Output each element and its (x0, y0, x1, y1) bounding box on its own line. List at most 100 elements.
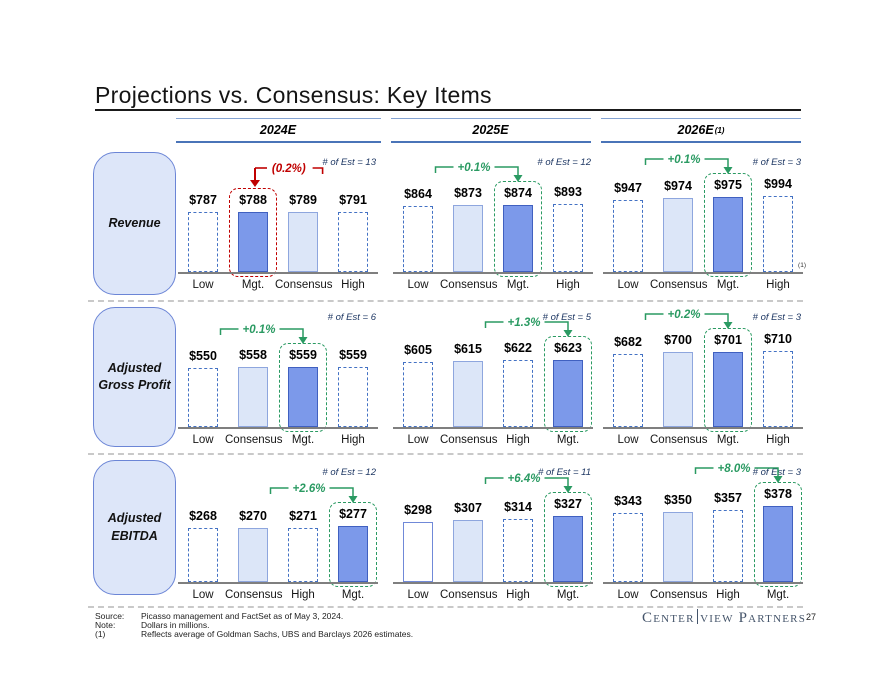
bar-value-label: $550 (189, 349, 217, 363)
annotation-text: +1.3% (508, 317, 541, 329)
annotation-text: +0.1% (243, 324, 276, 336)
bar-low (188, 212, 218, 272)
x-axis (178, 427, 378, 429)
chart-revenue-2025e: # of Est = 12 $864 Low $873 Consensus $874 Mgt… (393, 150, 593, 300)
chart-adjusted-gross-profit-2026e: # of Est = 3 $682 Low $700 Consensus $701 Mgt.… (603, 305, 803, 455)
bar-category-label: Mgt. (716, 434, 740, 446)
footnote-label: (1) (95, 629, 106, 639)
row-label-adjusted-ebitda: Adjusted EBITDA (93, 460, 176, 595)
annotation-text: +0.1% (668, 154, 701, 166)
bar-value-label: $873 (454, 186, 482, 200)
footnote-label: Note: (95, 620, 116, 630)
bar-category-label: High (716, 589, 740, 601)
bar-category-label: High (341, 279, 365, 291)
logo-text-view-partners: view Partners (700, 610, 807, 626)
bar-value-label: $874 (504, 186, 532, 200)
bar-low (613, 200, 643, 272)
row-label-adjusted-gross-profit: Adjusted Gross Profit (93, 307, 176, 447)
column-header-2025e: 2025E (391, 118, 591, 143)
bar-low (403, 362, 433, 427)
bar-category-label: Low (617, 589, 639, 601)
bar-low (403, 522, 433, 582)
bar-value-label: $864 (404, 187, 432, 201)
bar-category-label: Consensus (440, 279, 498, 291)
x-axis (603, 272, 803, 274)
chart-adjusted-ebitda-2024e: # of Est = 12 $268 Low $270 Consensus $271 Hig… (178, 460, 378, 610)
bar-low (403, 206, 433, 272)
bar-value-label: $682 (614, 335, 642, 349)
annotation-text: +8.0% (718, 463, 751, 475)
x-axis (603, 582, 803, 584)
bar-category-label: Low (192, 589, 214, 601)
logo-divider-bar (696, 609, 699, 624)
bar-category-label: High (291, 589, 315, 601)
footnote-text: Reflects average of Goldman Sachs, UBS a… (141, 629, 414, 639)
bar-value-label: $314 (504, 500, 532, 514)
bar-mgt (553, 360, 583, 427)
bar-high (503, 519, 533, 582)
bar-category-label: Low (617, 434, 639, 446)
bar-category-label: Mgt. (716, 279, 740, 291)
bar-category-label: High (766, 279, 790, 291)
bar-mgt (713, 352, 743, 427)
x-axis (393, 582, 593, 584)
bar-value-label: $327 (554, 497, 582, 511)
bar-mgt (238, 212, 268, 272)
bar-value-label: $559 (339, 348, 367, 362)
bar-value-label: $343 (614, 494, 642, 508)
bar-value-label: $623 (554, 341, 582, 355)
title-underline (95, 109, 801, 111)
bar-consensus (288, 212, 318, 272)
bar-category-label: High (506, 589, 530, 601)
bar-high (763, 196, 793, 272)
chart-adjusted-ebitda-2025e: # of Est = 11 $298 Low $307 Consensus $314 Hig… (393, 460, 593, 610)
bar-consensus (663, 512, 693, 582)
bar-value-label: $994 (764, 177, 792, 191)
annotation-text: +6.4% (508, 473, 541, 485)
footnote-source: Source: Picasso management and FactSet as… (95, 611, 343, 621)
bar-category-label: Low (407, 434, 429, 446)
highlight-box-red (229, 188, 277, 277)
estimate-count: # of Est = 3 (752, 157, 801, 168)
bar-low (188, 528, 218, 582)
bar-value-label: $271 (289, 509, 317, 523)
estimate-count: # of Est = 13 (322, 157, 376, 168)
bar-value-label: $615 (454, 342, 482, 356)
bar-category-label: Mgt. (766, 589, 790, 601)
bar-value-label: $277 (339, 507, 367, 521)
column-header-superscript: (1) (714, 125, 725, 135)
bar-value-label: $378 (764, 487, 792, 501)
bar-consensus (453, 361, 483, 427)
row-separator (88, 300, 803, 302)
row-label-revenue: Revenue (93, 152, 176, 295)
bar-category-label: High (766, 434, 790, 446)
column-header-label: 2024E (259, 123, 297, 137)
row-separator (88, 606, 803, 608)
bar-category-label: Low (407, 589, 429, 601)
bar-value-label: $710 (764, 332, 792, 346)
bar-high (503, 360, 533, 427)
bar-high (288, 528, 318, 582)
bar-value-label: $268 (189, 509, 217, 523)
bar-category-label: Consensus (225, 589, 283, 601)
bar-consensus (663, 352, 693, 427)
axis-footnote-marker: (1) (798, 262, 806, 269)
centerview-partners-logo: Center view Partners (642, 609, 806, 627)
estimate-count: # of Est = 11 (538, 467, 591, 478)
bar-low (188, 368, 218, 427)
bar-mgt (503, 205, 533, 272)
bar-category-label: Consensus (275, 279, 333, 291)
bar-value-label: $947 (614, 181, 642, 195)
bar-category-label: Consensus (650, 279, 708, 291)
bar-value-label: $558 (239, 348, 267, 362)
footnote-text: Picasso management and FactSet as of May… (141, 611, 344, 621)
bar-value-label: $298 (404, 503, 432, 517)
bar-value-label: $701 (714, 333, 742, 347)
chart-adjusted-gross-profit-2024e: # of Est = 6 $550 Low $558 Consensus $559 Mgt.… (178, 305, 378, 455)
footnote-1: (1) Reflects average of Goldman Sachs, UB… (95, 629, 413, 639)
bar-category-label: Low (192, 279, 214, 291)
bar-value-label: $357 (714, 491, 742, 505)
bar-category-label: Consensus (225, 434, 283, 446)
footnote-label: Source: (95, 611, 125, 621)
bar-value-label: $893 (554, 185, 582, 199)
